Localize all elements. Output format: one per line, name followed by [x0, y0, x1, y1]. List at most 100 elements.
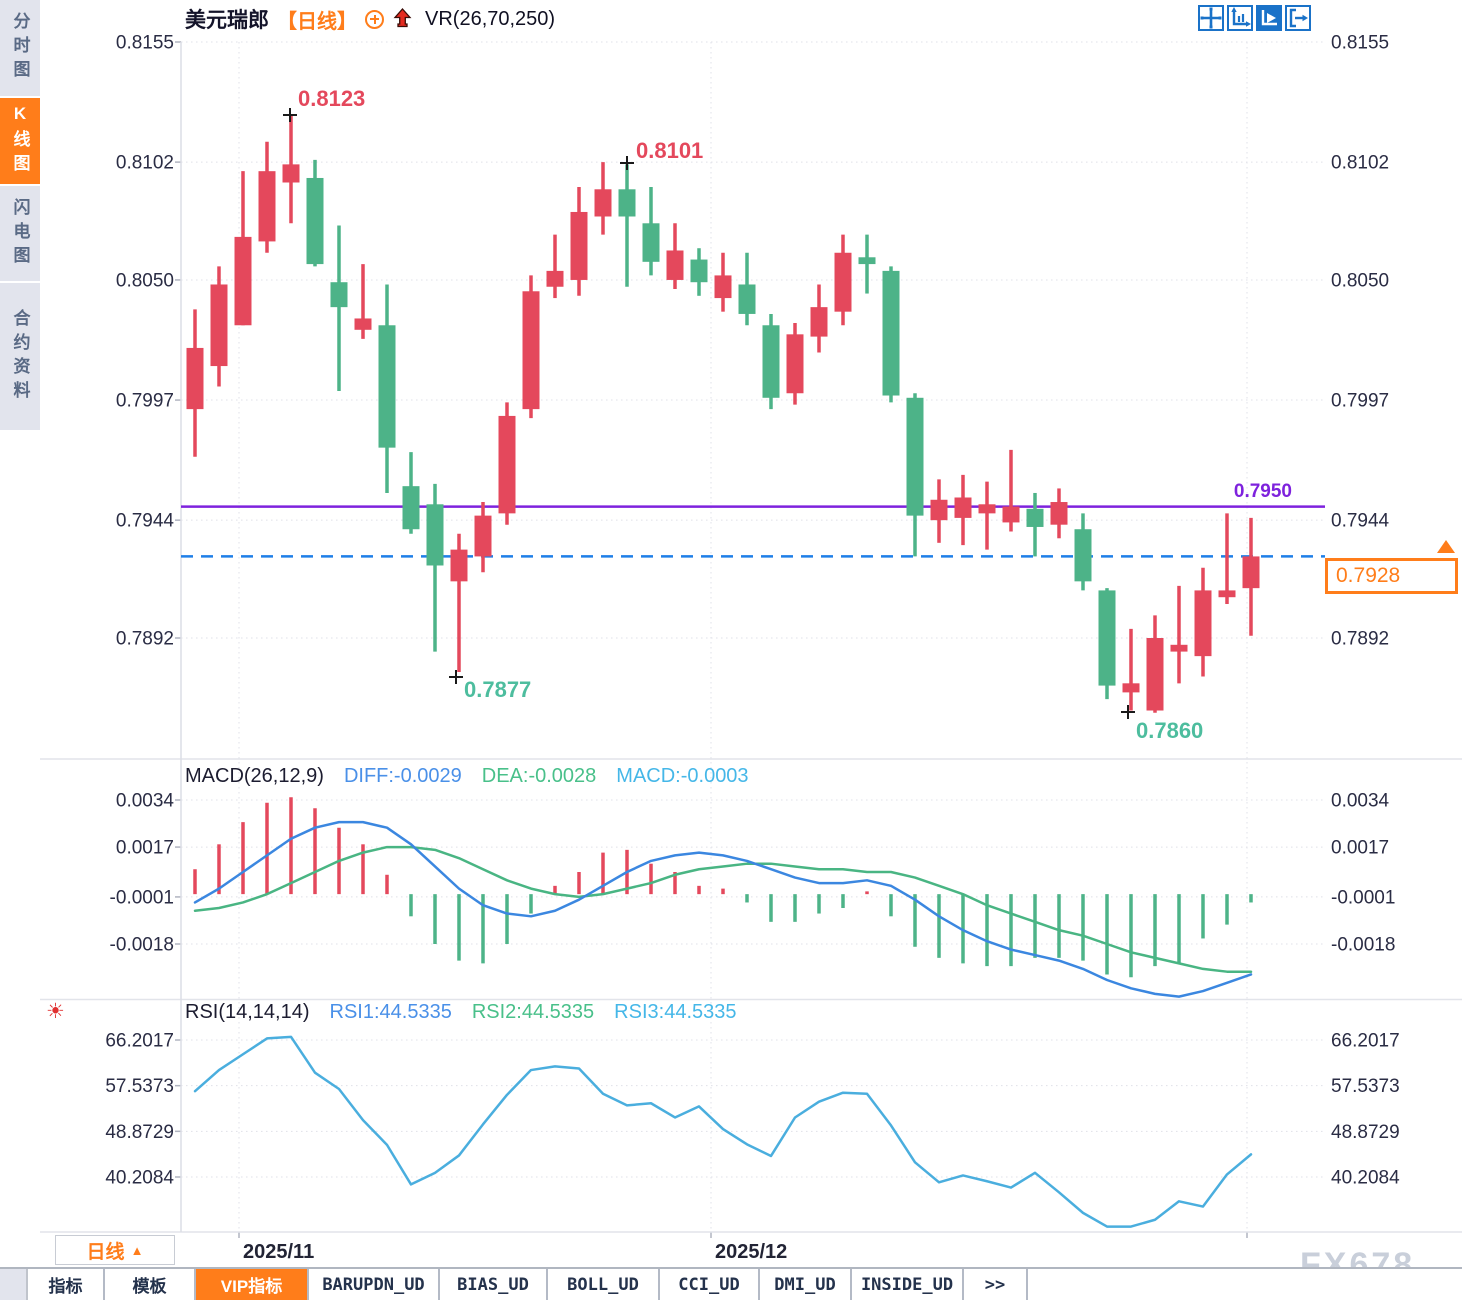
sidebar-item-闪电图[interactable]: 闪电图 — [0, 186, 40, 281]
indicator-settings-icon[interactable]: ☀ — [46, 1000, 65, 1023]
candle-body — [1098, 590, 1116, 686]
timeframe-tag: 【日线】 — [277, 10, 357, 33]
candle-body — [474, 515, 492, 557]
sidebar-item-分时图[interactable]: 分时图 — [0, 0, 40, 96]
exit-right-icon[interactable] — [1285, 5, 1311, 31]
axis-label-left: 0.7997 — [116, 391, 174, 412]
axis-label-right: 0.7997 — [1331, 391, 1389, 412]
candle-body — [930, 499, 948, 521]
candle-body — [1194, 590, 1212, 657]
axis-label-left: -0.0018 — [110, 935, 174, 956]
axis-label-right: 66.2017 — [1331, 1031, 1400, 1052]
candle-body — [402, 486, 420, 530]
candle-body — [282, 164, 300, 183]
macd-title: MACD(26,12,9) — [185, 765, 324, 787]
sidebar: 分时图 K线图 闪电图 合约资料 — [0, 0, 40, 1300]
high-annotation: 0.8123 — [298, 86, 365, 111]
axis-label-right: 0.0034 — [1331, 791, 1390, 812]
candle-body — [426, 504, 444, 566]
candle-body — [714, 275, 732, 299]
symbol-title: 美元瑞郎 — [185, 9, 269, 32]
timeframe-dropdown-label: 日线 — [86, 1241, 125, 1263]
candle-body — [810, 307, 828, 337]
axis-label-left: 48.8729 — [105, 1122, 174, 1143]
axis-label-right: -0.0018 — [1331, 935, 1395, 956]
axis-label-left: -0.0001 — [110, 887, 174, 908]
tab->>[interactable]: >> — [964, 1269, 1028, 1300]
candle-body — [594, 189, 612, 217]
rsi-line — [193, 1035, 1253, 1228]
tab-CCI_UD[interactable]: CCI_UD — [660, 1269, 760, 1300]
axis-label-right: 40.2084 — [1331, 1168, 1400, 1189]
indicator-label: VR(26,70,250) — [425, 7, 556, 30]
axis-label-right: 0.8050 — [1331, 270, 1389, 291]
timeframe-dropdown[interactable]: 日线 ▲ — [55, 1235, 175, 1265]
indicator-tabbar: 指标 模板 VIP指标 BARUPDN_UD BIAS_UD BOLL_UD CCI_UD D… — [0, 1267, 1462, 1300]
axis-label-left: 0.0034 — [116, 791, 175, 812]
chart-toolbar — [1198, 5, 1311, 31]
rsi3-value: RSI3:44.5335 — [614, 1001, 737, 1023]
candle-body — [1146, 638, 1164, 711]
axis-label-left: 0.7892 — [116, 629, 174, 650]
rsi-title: RSI(14,14,14) — [185, 1001, 310, 1023]
candle-body — [306, 177, 324, 265]
candle-body — [1242, 556, 1260, 589]
candle-body — [1026, 508, 1044, 527]
red-up-arrow-icon — [393, 8, 412, 28]
dropdown-arrow-icon: ▲ — [130, 1242, 144, 1258]
candle-body — [906, 397, 924, 516]
candle-body — [546, 270, 564, 287]
tab-BOLL_UD[interactable]: BOLL_UD — [548, 1269, 660, 1300]
axis-label-left: 0.8050 — [116, 270, 174, 291]
candle-body — [186, 347, 204, 410]
candle-body — [354, 318, 372, 330]
tab-DMI_UD[interactable]: DMI_UD — [760, 1269, 852, 1300]
sidebar-item-K线图[interactable]: K线图 — [0, 98, 40, 184]
axis-play-icon[interactable] — [1256, 5, 1282, 31]
axis-label-left: 57.5373 — [105, 1076, 174, 1097]
candle-body — [330, 282, 348, 308]
tab-BARUPDN_UD[interactable]: BARUPDN_UD — [309, 1269, 440, 1300]
candle-body — [786, 334, 804, 394]
candle-body — [978, 504, 996, 514]
tab-BIAS_UD[interactable]: BIAS_UD — [440, 1269, 548, 1300]
axis-label-right: 0.8102 — [1331, 153, 1389, 174]
tab-VIP指标[interactable]: VIP指标 — [196, 1269, 309, 1300]
axis-label-right: -0.0001 — [1331, 887, 1395, 908]
candle-body — [834, 252, 852, 312]
tab-指标[interactable]: 指标 — [28, 1269, 105, 1300]
candle-body — [450, 549, 468, 582]
date-label: 2025/12 — [715, 1241, 787, 1263]
candle-body — [618, 189, 636, 217]
axis-label-left: 40.2084 — [105, 1168, 174, 1189]
rsi1-value: RSI1:44.5335 — [329, 1001, 452, 1023]
candle-body — [666, 250, 684, 280]
macd-macd-value: MACD:-0.0003 — [616, 765, 749, 787]
sidebar-item-合约资料[interactable]: 合约资料 — [0, 283, 40, 430]
axis-label-right: 0.8155 — [1331, 33, 1389, 54]
tab-INSIDE_UD[interactable]: INSIDE_UD — [852, 1269, 964, 1300]
candle-body — [1122, 683, 1140, 693]
candle-body — [258, 171, 276, 242]
resistance-level-label: 0.7950 — [1233, 481, 1292, 502]
candle-body — [1074, 529, 1092, 582]
tab-模板[interactable]: 模板 — [105, 1269, 196, 1300]
candle-body — [858, 257, 876, 265]
candle-body — [1170, 644, 1188, 652]
low-annotation: 0.7877 — [464, 677, 531, 702]
second-high-annotation: 0.8101 — [636, 138, 703, 163]
current-price-badge: 0.7928 — [1325, 558, 1458, 594]
axis-scale-icon[interactable] — [1227, 5, 1253, 31]
axis-label-right: 0.7892 — [1331, 629, 1389, 650]
macd-header: MACD(26,12,9) DIFF:-0.0029 DEA:-0.0028 M… — [185, 765, 749, 788]
crosshair-move-icon[interactable] — [1198, 5, 1224, 31]
circle-plus-icon[interactable] — [365, 9, 384, 29]
macd-diff-line — [193, 820, 1253, 998]
candle-body — [1050, 502, 1068, 525]
candle-body — [690, 259, 708, 283]
axis-label-right: 57.5373 — [1331, 1076, 1400, 1097]
candle-body — [210, 284, 228, 367]
axis-label-left: 0.8155 — [116, 33, 174, 54]
final-low-annotation: 0.7860 — [1136, 718, 1203, 743]
